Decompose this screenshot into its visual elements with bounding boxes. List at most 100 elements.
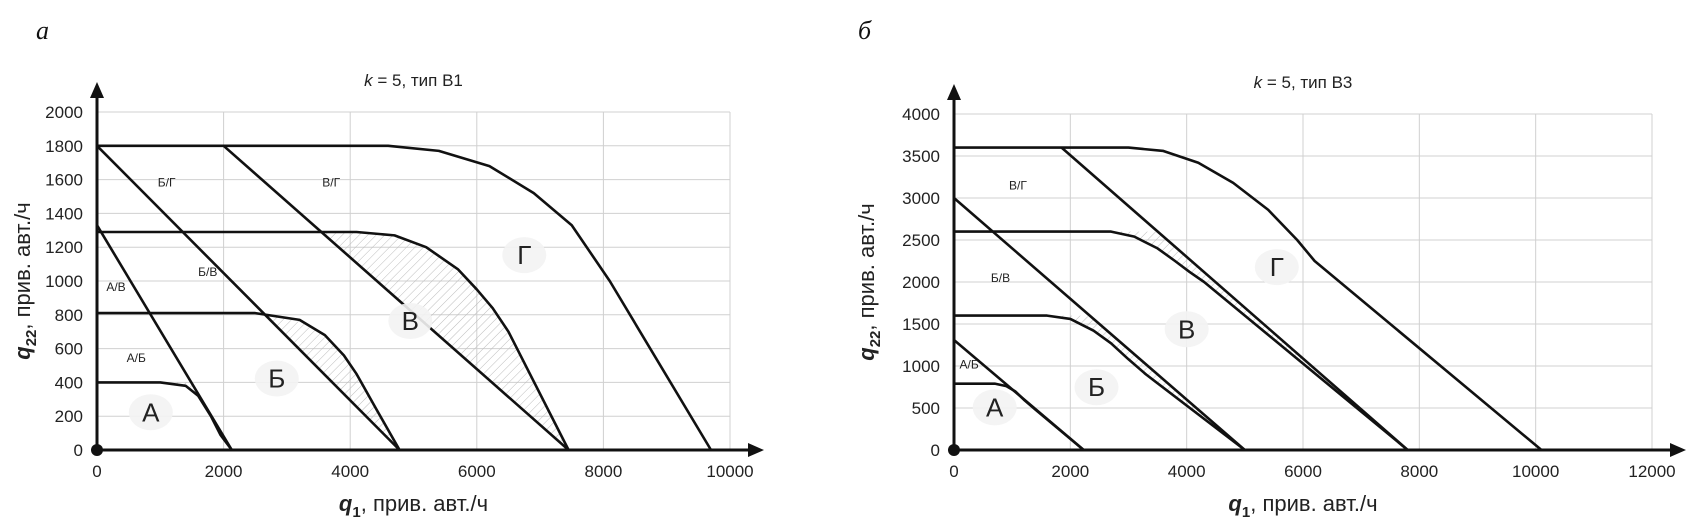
series-line-6: [97, 230, 570, 451]
region-label: В/Г: [1009, 179, 1027, 193]
region-label-bg: [502, 237, 547, 274]
region-label-bg: [1074, 369, 1119, 406]
series-line-2: [953, 197, 1246, 451]
y-tick-label: 1600: [45, 171, 83, 190]
region-label: А: [986, 392, 1004, 422]
chart1-y-axis-label: q22, прив. авт./ч: [854, 203, 884, 360]
region-label-bg: [128, 394, 173, 431]
y-tick-label: 4000: [902, 105, 940, 124]
series-line-5: [97, 311, 401, 451]
series-line-7: [954, 146, 1543, 451]
y-tick-label: 0: [74, 441, 83, 460]
series-line-7: [97, 144, 713, 451]
region-label: Г: [1270, 252, 1284, 282]
region-label: А/В: [106, 280, 125, 294]
chart0-tick-labels: 0 2000 4000 6000 8000 10000 0 200 400 600 800 1000 1…: [45, 103, 753, 481]
chart0-series: [95, 144, 713, 451]
x-tick-label: 6000: [1284, 462, 1322, 481]
chart0-x-axis-label: q1, прив. авт./ч: [339, 491, 488, 521]
y-tick-label: 3000: [902, 189, 940, 208]
y-tick-label: 200: [55, 407, 83, 426]
series-line-3: [1060, 146, 1409, 451]
chart-panel-a: а 0 2000 4000 6000 8000 10000 0 200 400 600 800 100…: [10, 16, 764, 521]
x-axis-arrow: [1670, 443, 1686, 457]
y-tick-label: 0: [931, 441, 940, 460]
chart1-axes: [947, 84, 1686, 457]
region-label: Г: [517, 240, 531, 270]
y-axis-arrow: [90, 82, 104, 98]
region-label: В/Г: [322, 175, 340, 189]
chart1-x-axis-label: q1, прив. авт./ч: [1228, 491, 1377, 521]
chart-b-svg: 0 2000 4000 6000 8000 10000 12000 0 500 1000 1500 2…: [854, 73, 1686, 521]
x-axis-arrow: [748, 443, 764, 457]
origin-dot: [91, 444, 103, 456]
chart0-axes: [90, 82, 764, 457]
panel-letter-b: б: [858, 16, 872, 45]
region-label: А/Б: [960, 358, 979, 372]
x-tick-label: 6000: [458, 462, 496, 481]
chart1-grid: [953, 113, 1653, 451]
x-tick-label: 4000: [331, 462, 369, 481]
x-tick-label: 2000: [205, 462, 243, 481]
y-tick-label: 1000: [902, 357, 940, 376]
x-tick-label: 2000: [1051, 462, 1089, 481]
chart0-y-axis-label: q22, прив. авт./ч: [10, 202, 40, 359]
y-tick-label: 2000: [45, 103, 83, 122]
region-label: В: [1178, 314, 1195, 344]
chart-a-svg: 0 2000 4000 6000 8000 10000 0 200 400 600 800 1000 1…: [10, 71, 764, 521]
x-tick-label: 10000: [1512, 462, 1559, 481]
hatch-zone: [97, 313, 400, 450]
region-label: В: [402, 306, 419, 336]
series-line-5: [954, 314, 1246, 452]
chart0-grid: [96, 111, 731, 451]
series-line-2: [96, 144, 401, 451]
chart0-region-labels: А Б В Г А/Б А/В Б/В Б/Г В/Г: [106, 175, 547, 431]
hatch-zone: [97, 231, 569, 450]
y-tick-label: 600: [55, 340, 83, 359]
chart1-region-labels: А Б В Г А/Б Б/В В/Г: [960, 179, 1299, 426]
x-tick-label: 8000: [584, 462, 622, 481]
y-tick-label: 1800: [45, 137, 83, 156]
chart1-series: [953, 146, 1543, 452]
y-tick-label: 1500: [902, 315, 940, 334]
region-label: Б: [268, 363, 285, 393]
y-tick-label: 2500: [902, 231, 940, 250]
region-label-bg: [972, 389, 1017, 426]
x-tick-label: 10000: [706, 462, 753, 481]
region-label-bg: [388, 303, 433, 340]
y-tick-label: 1000: [45, 272, 83, 291]
region-label: А/Б: [127, 351, 146, 365]
chart0-title: k = 5, тип В1: [364, 71, 463, 90]
region-label: Б/В: [198, 265, 217, 279]
x-tick-label: 0: [92, 462, 101, 481]
x-tick-label: 8000: [1400, 462, 1438, 481]
region-label: Б/В: [991, 271, 1010, 285]
y-tick-label: 1200: [45, 238, 83, 257]
region-label: Б: [1088, 372, 1105, 402]
series-line-4: [954, 382, 1085, 451]
origin-dot: [948, 444, 960, 456]
y-axis-arrow: [947, 84, 961, 100]
x-tick-label: 0: [949, 462, 958, 481]
region-label-bg: [1254, 249, 1299, 286]
y-tick-label: 3500: [902, 147, 940, 166]
panel-letter-a: а: [36, 16, 49, 45]
y-tick-label: 2000: [902, 273, 940, 292]
region-label: Б/Г: [158, 175, 176, 189]
series-line-4: [97, 381, 233, 451]
y-tick-label: 400: [55, 373, 83, 392]
x-tick-label: 12000: [1628, 462, 1675, 481]
region-label-bg: [254, 360, 299, 397]
region-label: А: [142, 397, 160, 427]
chart-panel-b: б 0 2000 4000 6000 8000 10000 12000 0 500 1000 150…: [844, 0, 1688, 530]
chart0-hatch-zones: [97, 231, 569, 450]
series-line-3: [222, 144, 570, 451]
series-line-6: [954, 230, 1409, 452]
y-tick-label: 1400: [45, 204, 83, 223]
chart1-tick-labels: 0 2000 4000 6000 8000 10000 12000 0 500 1000 1500 2…: [902, 105, 1675, 481]
chart1-title: k = 5, тип В3: [1254, 73, 1353, 92]
y-tick-label: 800: [55, 306, 83, 325]
region-label-bg: [1164, 311, 1209, 348]
x-tick-label: 4000: [1168, 462, 1206, 481]
y-tick-label: 500: [912, 399, 940, 418]
